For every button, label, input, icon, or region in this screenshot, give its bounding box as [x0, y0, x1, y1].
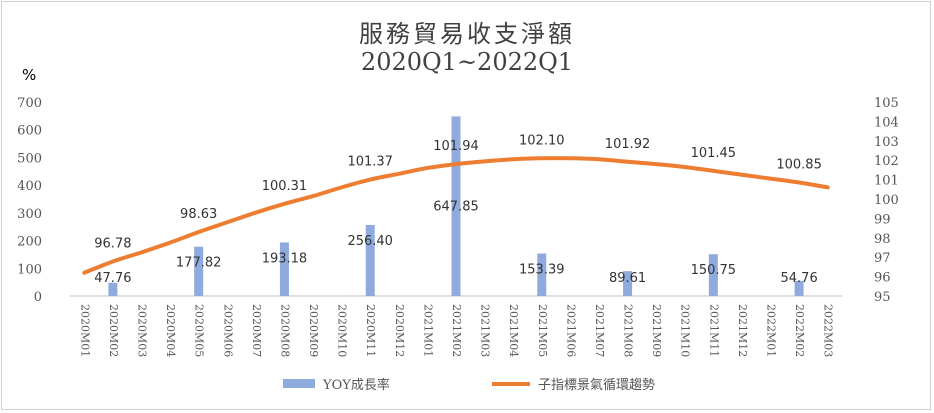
line-data-label: 100.31 — [262, 179, 308, 194]
chart-subtitle: 2020Q1~2022Q1 — [360, 48, 574, 76]
right-tick-label: 99 — [874, 212, 891, 227]
x-tick-label: 2021M05 — [536, 304, 549, 357]
right-tick-label: 102 — [874, 154, 899, 169]
bar — [365, 224, 375, 296]
bar — [279, 242, 289, 296]
bar-data-label: 150.75 — [691, 263, 737, 278]
line-data-label: 96.78 — [94, 236, 131, 251]
x-tick-label: 2021M08 — [622, 304, 635, 357]
x-tick-label: 2020M09 — [307, 304, 320, 357]
bar — [451, 116, 461, 296]
bar — [794, 280, 804, 296]
left-tick-label: 0 — [34, 290, 42, 305]
bar-data-label: 89.61 — [609, 271, 646, 286]
left-tick-label: 600 — [17, 124, 42, 139]
right-tick-label: 95 — [874, 290, 891, 305]
line-data-labels: 96.78 98.63 100.31 101.37 101.94 102.10 101.92… — [94, 133, 822, 251]
bar-data-label: 177.82 — [176, 256, 222, 271]
x-tick-label: 2020M02 — [107, 304, 120, 357]
left-tick-label: 700 — [17, 96, 42, 111]
x-tick-label: 2021M01 — [421, 304, 434, 357]
x-tick-label: 2021M10 — [679, 304, 692, 357]
trend-line — [82, 156, 830, 275]
line-data-label: 98.63 — [180, 207, 217, 222]
right-tick-label: 101 — [874, 174, 899, 189]
bar — [108, 282, 118, 296]
x-tick-label: 2021M06 — [564, 304, 577, 357]
right-tick-label: 105 — [874, 96, 899, 111]
bar-series — [108, 116, 804, 296]
x-tick-label: 2020M11 — [364, 304, 377, 357]
x-tick-label: 2021M07 — [593, 304, 606, 357]
bar — [623, 271, 633, 296]
x-tick-label: 2020M03 — [135, 304, 148, 357]
right-tick-label: 97 — [874, 251, 891, 266]
left-axis-ticks: 0 100 200 300 400 500 600 700 — [17, 96, 42, 305]
right-tick-label: 98 — [874, 232, 891, 247]
right-axis-ticks: 95 96 97 98 99 100 101 102 103 104 105 — [874, 96, 899, 305]
bar-data-label: 54.76 — [781, 271, 818, 286]
x-axis-ticks: 2020M01 2020M02 2020M03 2020M04 2020M05 2020M… — [78, 304, 834, 357]
x-tick-label: 2021M02 — [450, 304, 463, 357]
x-tick-label: 2020M08 — [278, 304, 291, 357]
x-tick-label: 2020M04 — [164, 304, 177, 357]
legend-label-bar: YOY成長率 — [322, 377, 390, 393]
y-axis-unit: % — [22, 66, 37, 84]
chart-title: 服務貿易收支淨額 — [359, 20, 575, 48]
line-data-label: 101.92 — [605, 137, 651, 152]
bar — [537, 253, 547, 296]
bar-data-label: 256.40 — [347, 234, 393, 249]
x-tick-label: 2020M12 — [393, 304, 406, 357]
line-data-label: 101.45 — [691, 146, 737, 161]
line-data-label: 102.10 — [519, 133, 565, 148]
left-tick-label: 300 — [17, 207, 42, 222]
x-tick-label: 2020M06 — [221, 304, 234, 357]
right-tick-label: 103 — [874, 135, 899, 150]
x-tick-label: 2020M07 — [250, 304, 263, 357]
x-tick-label: 2021M12 — [736, 304, 749, 357]
x-tick-label: 2020M10 — [336, 304, 349, 357]
line-data-label: 101.94 — [433, 139, 479, 154]
x-tick-label: 2022M02 — [793, 304, 806, 357]
bar-data-label: 47.76 — [94, 271, 131, 286]
legend-swatch-bar — [283, 379, 315, 388]
bar — [194, 246, 204, 296]
right-tick-label: 104 — [874, 115, 899, 130]
right-tick-label: 96 — [874, 271, 891, 286]
bar — [708, 254, 718, 296]
x-tick-label: 2022M01 — [765, 304, 778, 357]
x-tick-label: 2021M11 — [707, 304, 720, 357]
x-tick-label: 2020M05 — [193, 304, 206, 357]
line-data-label: 100.85 — [776, 158, 822, 173]
left-tick-label: 100 — [17, 262, 42, 277]
legend: YOY成長率 子指標景氣循環趨勢 — [283, 377, 655, 393]
bar-data-label: 153.39 — [519, 262, 565, 277]
legend-label-line: 子指標景氣循環趨勢 — [538, 378, 655, 393]
line-data-label: 101.37 — [347, 155, 393, 170]
left-tick-label: 400 — [17, 179, 42, 194]
right-tick-label: 100 — [874, 193, 899, 208]
left-tick-label: 200 — [17, 235, 42, 250]
x-tick-label: 2021M09 — [650, 304, 663, 357]
bar-data-label: 193.18 — [262, 251, 308, 266]
bar-data-labels: 47.76 177.82 193.18 256.40 647.85 153.39 89.61… — [94, 199, 817, 286]
left-tick-label: 500 — [17, 151, 42, 166]
x-tick-label: 2021M03 — [479, 304, 492, 357]
x-tick-label: 2020M01 — [78, 304, 91, 357]
x-tick-label: 2021M04 — [507, 304, 520, 357]
bar-data-label: 647.85 — [433, 199, 479, 214]
x-tick-label: 2022M03 — [822, 304, 835, 357]
